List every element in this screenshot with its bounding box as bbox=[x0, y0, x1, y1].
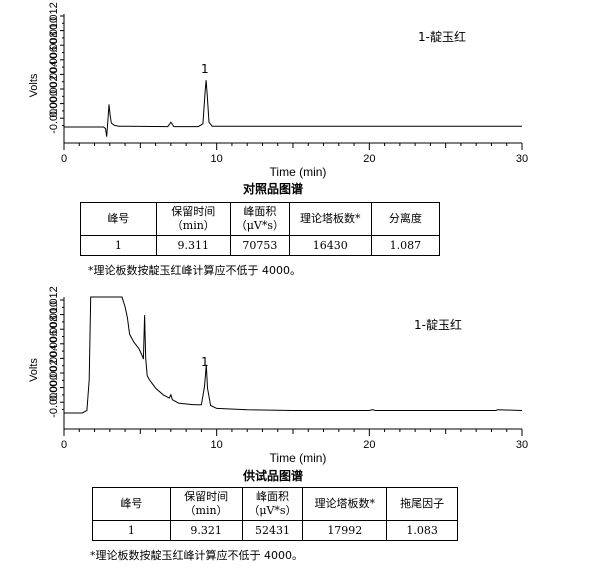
y-tick-label: 0.000 bbox=[48, 90, 60, 118]
title-reference: 对照品图谱 bbox=[243, 182, 304, 196]
y-tick-label: 0.010 bbox=[48, 17, 60, 45]
th-tailing-factor: 拖尾因子 bbox=[386, 487, 458, 521]
td-plates: 17992 bbox=[302, 520, 388, 541]
x-tick-label: 0 bbox=[61, 153, 67, 165]
td-retention-time: 9.321 bbox=[169, 520, 243, 541]
x-axis-label: Time (min) bbox=[270, 451, 327, 465]
y-tick-label: 0.012 bbox=[48, 2, 60, 30]
legend-bottom: 1-靛玉红 bbox=[414, 318, 462, 332]
results-table-reference: 峰号 保留时间（min） 峰面积（μV*s） 理论塔板数* 分离度 1 9.31… bbox=[80, 202, 441, 256]
td-tailing-factor: 1.083 bbox=[386, 520, 458, 541]
y-tick-label: 0.006 bbox=[48, 330, 60, 358]
peak-label-bottom: 1 bbox=[201, 355, 209, 369]
y-tick-label: 0.006 bbox=[48, 46, 60, 74]
y-tick-label: -0.000 bbox=[48, 387, 60, 418]
x-tick-label: 20 bbox=[363, 153, 375, 165]
td-resolution: 1.087 bbox=[370, 235, 441, 256]
x-tick-label: 10 bbox=[211, 439, 223, 451]
y-axis-label: Volts bbox=[28, 73, 40, 97]
footnote-sample: *理论板数按靛玉红峰计算应不低于 4000。 bbox=[90, 549, 303, 562]
th-plates: 理论塔板数* bbox=[288, 202, 372, 236]
td-peak-area: 70753 bbox=[229, 235, 290, 256]
th-plates: 理论塔板数* bbox=[302, 487, 388, 521]
title-sample: 供试品图谱 bbox=[243, 469, 304, 483]
x-axis-label: Time (min) bbox=[270, 165, 327, 179]
y-axis-label: Volts bbox=[28, 358, 40, 382]
chromatogram-trace bbox=[64, 80, 522, 137]
results-table-sample: 峰号 保留时间（min） 峰面积（μV*s） 理论塔板数* 拖尾因子 1 9.3… bbox=[92, 487, 458, 541]
y-tick-label: 0.004 bbox=[48, 61, 60, 89]
y-tick-label: 0.008 bbox=[48, 31, 60, 59]
y-tick-label: 0.002 bbox=[48, 75, 60, 103]
td-peak-area: 52431 bbox=[241, 520, 304, 541]
chromatogram-trace bbox=[64, 296, 523, 414]
x-tick-label: 20 bbox=[363, 439, 375, 451]
y-tick-label: 0.000 bbox=[48, 374, 60, 402]
th-peak-no: 峰号 bbox=[80, 202, 157, 236]
th-retention-time: 保留时间（min） bbox=[169, 487, 243, 521]
x-tick-label: 30 bbox=[516, 439, 528, 451]
td-peak-no: 1 bbox=[80, 235, 157, 256]
y-tick-label: -0.000 bbox=[48, 103, 60, 134]
td-plates: 16430 bbox=[288, 235, 372, 256]
th-peak-area: 峰面积（μV*s） bbox=[241, 487, 304, 521]
th-resolution: 分离度 bbox=[370, 202, 441, 236]
footnote-reference: *理论板数按靛玉红峰计算应不低于 4000。 bbox=[88, 264, 301, 277]
th-peak-no: 峰号 bbox=[92, 487, 171, 521]
y-tick-label: 0.010 bbox=[48, 301, 60, 329]
legend-top: 1-靛玉红 bbox=[418, 30, 466, 44]
td-retention-time: 9.311 bbox=[155, 235, 231, 256]
x-tick-label: 0 bbox=[61, 439, 67, 451]
th-retention-time: 保留时间（min） bbox=[155, 202, 231, 236]
x-tick-label: 30 bbox=[516, 153, 528, 165]
y-tick-label: 0.004 bbox=[48, 345, 60, 373]
x-tick-label: 10 bbox=[211, 153, 223, 165]
th-peak-area: 峰面积（μV*s） bbox=[229, 202, 290, 236]
y-tick-label: 0.012 bbox=[48, 286, 60, 314]
peak-label-top: 1 bbox=[201, 62, 209, 76]
y-tick-label: 0.008 bbox=[48, 315, 60, 343]
td-peak-no: 1 bbox=[92, 520, 171, 541]
y-tick-label: 0.002 bbox=[48, 359, 60, 387]
